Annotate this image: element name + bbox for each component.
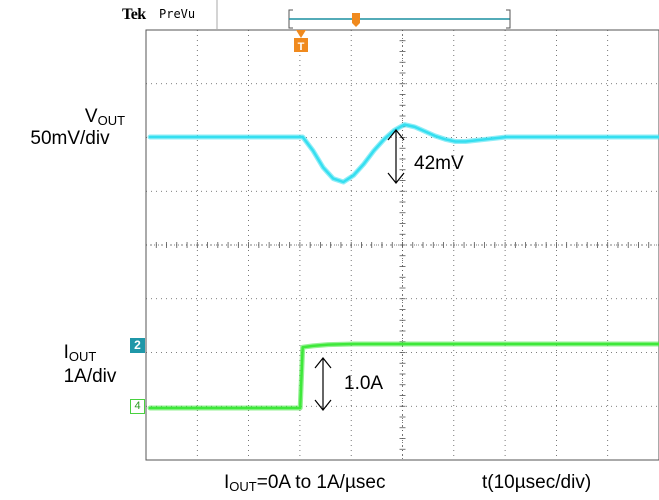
acquisition-status: PreVu: [159, 7, 196, 21]
trigger-letter: T: [298, 41, 305, 53]
vout-label-main: V: [84, 106, 98, 127]
channel-4-marker: 4: [130, 399, 145, 414]
footer-condition-rest: =0A to 1A/µsec: [256, 472, 386, 493]
trigger-marker: [294, 38, 308, 52]
record-trigger-icon: [352, 13, 360, 27]
vout-trace-halo: [147, 122, 659, 185]
trigger-position-icon: [296, 30, 306, 38]
waveform-traces: [147, 122, 659, 411]
iout-annotation: 1.0A: [344, 373, 384, 394]
channel-2-marker: 2: [130, 338, 145, 353]
vout-trace: [148, 123, 659, 184]
record-bracket-right: [506, 9, 511, 29]
footer-condition-sub: OUT: [229, 479, 257, 494]
iout-label-main: I: [63, 342, 69, 363]
time-scale-label: t(10µsec/div): [482, 472, 592, 493]
vout-amplitude-arrow: [387, 129, 405, 184]
tek-logo: Tek: [122, 6, 146, 23]
iout-label-sub: OUT: [68, 349, 97, 364]
graticule-grid: [145, 29, 659, 461]
footer-condition-main: I: [224, 472, 230, 493]
iout-label: IOUT: [40, 342, 120, 365]
iout-amplitude-arrow: [314, 357, 332, 411]
iout-trace: [148, 342, 659, 410]
iout-scale: 1A/div: [63, 366, 117, 387]
vout-label-sub: OUT: [97, 113, 126, 128]
vout-label: VOUT: [50, 106, 160, 129]
vout-annotation: 42mV: [414, 153, 464, 174]
footer-condition: IOUT=0A to 1A/µsec: [224, 472, 444, 495]
vout-scale: 50mV/div: [30, 128, 110, 149]
record-bar: [216, 0, 511, 30]
